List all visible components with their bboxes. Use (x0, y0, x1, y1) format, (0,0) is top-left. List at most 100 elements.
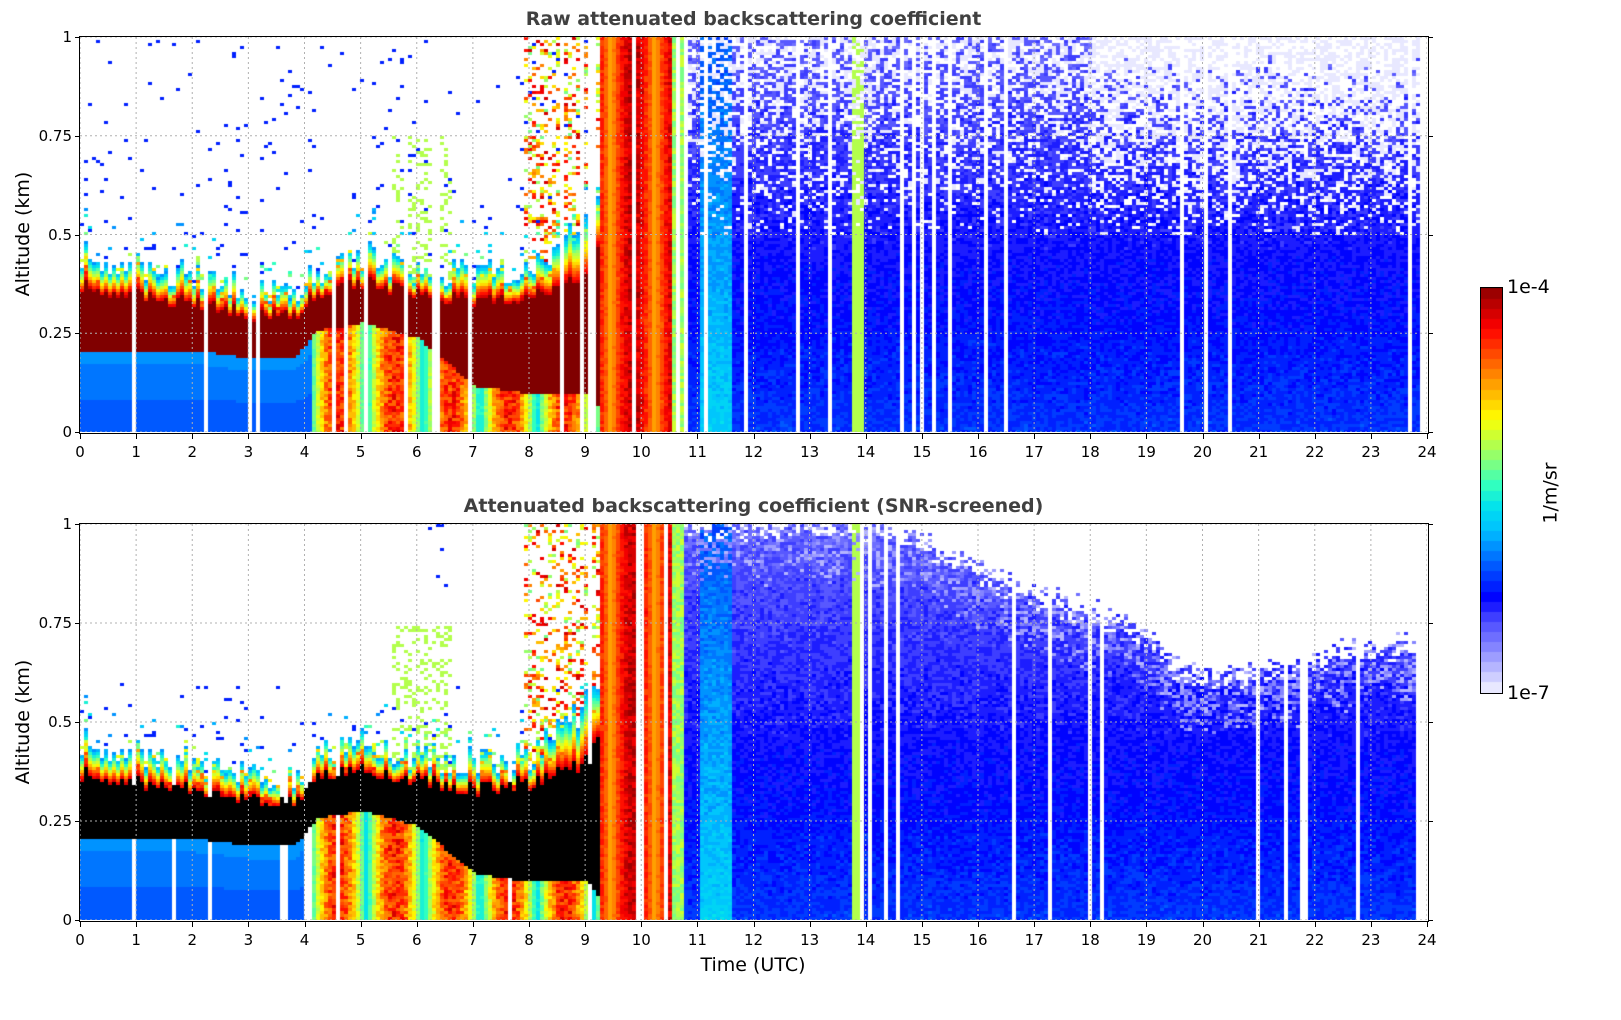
x-tick-mark (809, 434, 811, 439)
x-tick-mark (1258, 922, 1260, 927)
x-tick-label: 3 (243, 443, 254, 461)
y-tick-mark (75, 920, 80, 921)
x-tick-mark (865, 922, 867, 927)
x-tick-mark (641, 434, 643, 439)
x-tick-label: 16 (968, 931, 988, 949)
x-tick-mark (304, 922, 306, 927)
x-tick-label: 5 (355, 931, 366, 949)
x-tick-mark (529, 434, 530, 439)
x-tick-mark (1258, 434, 1260, 439)
x-tick-label: 17 (1024, 931, 1044, 949)
x-tick-mark (1090, 922, 1092, 927)
x-tick-mark (1146, 922, 1148, 927)
x-tick-label: 9 (580, 931, 590, 949)
x-tick-mark (585, 434, 587, 439)
y-tick-label: 0.25 (38, 812, 72, 830)
x-tick-mark (1370, 434, 1372, 439)
y-tick-mark (75, 821, 80, 822)
x-tick-mark (248, 922, 250, 927)
x-tick-label: 3 (243, 931, 254, 949)
colorbar-max-label: 1e-4 (1507, 276, 1550, 298)
y-tick-label: 0 (62, 911, 72, 929)
x-tick-label: 6 (411, 931, 422, 949)
x-tick-mark (1370, 922, 1372, 927)
x-tick-label: 14 (856, 931, 876, 949)
x-tick-label: 20 (1192, 931, 1213, 949)
x-tick-label: 15 (912, 443, 932, 461)
x-tick-mark (472, 434, 474, 439)
colorbar (1480, 287, 1503, 694)
y-tick-mark-right (1428, 333, 1433, 335)
x-tick-label: 15 (912, 931, 932, 949)
y-tick-mark (75, 135, 80, 137)
y-tick-label: 0.75 (38, 614, 72, 632)
x-tick-mark (1427, 922, 1428, 927)
x-tick-label: 11 (687, 443, 707, 461)
x-tick-mark (1034, 434, 1036, 439)
x-tick-label: 1 (131, 931, 141, 949)
x-tick-label: 13 (800, 443, 820, 461)
x-tick-mark (529, 922, 530, 927)
x-tick-mark (865, 434, 867, 439)
x-tick-label: 4 (299, 443, 310, 461)
y-tick-label: 0.25 (38, 324, 72, 343)
x-tick-label: 7 (468, 443, 478, 461)
x-tick-label: 18 (1080, 931, 1100, 949)
x-tick-mark (753, 434, 755, 439)
x-tick-mark (136, 922, 138, 927)
x-tick-label: 17 (1024, 443, 1044, 461)
y-tick-label: 1 (62, 515, 72, 533)
x-tick-mark (80, 434, 81, 439)
x-tick-label: 0 (75, 931, 85, 949)
x-tick-label: 13 (800, 931, 820, 949)
x-tick-mark (1202, 434, 1204, 439)
y-tick-mark (75, 623, 80, 624)
bottom-heatmap-canvas (80, 524, 1427, 920)
x-tick-mark (921, 922, 923, 927)
x-tick-label: 19 (1136, 931, 1156, 949)
y-tick-label: 0.5 (48, 225, 72, 244)
x-tick-label: 8 (524, 443, 534, 461)
x-tick-mark (1034, 922, 1036, 927)
y-tick-mark-right (1428, 234, 1433, 236)
x-tick-label: 20 (1192, 443, 1213, 461)
y-tick-label: 0.5 (48, 713, 72, 731)
x-tick-label: 14 (856, 443, 876, 461)
y-tick-mark-right (1428, 135, 1433, 137)
x-tick-mark (921, 434, 923, 439)
x-tick-label: 24 (1417, 931, 1437, 949)
bottom-panel-title: Attenuated backscattering coefficient (S… (463, 495, 1044, 517)
x-tick-mark (753, 922, 755, 927)
x-tick-mark (978, 434, 979, 439)
y-tick-mark (75, 432, 80, 433)
x-tick-mark (416, 922, 418, 927)
x-tick-mark (192, 434, 194, 439)
x-tick-label: 21 (1249, 931, 1269, 949)
y-tick-mark-right (1428, 821, 1433, 822)
x-tick-mark (248, 434, 250, 439)
y-tick-mark-right (1428, 722, 1433, 723)
x-tick-mark (304, 434, 306, 439)
x-tick-label: 22 (1305, 931, 1325, 949)
y-tick-mark-right (1428, 920, 1433, 921)
x-tick-mark (978, 922, 979, 927)
x-tick-mark (360, 922, 362, 927)
x-tick-mark (697, 922, 699, 927)
colorbar-min-label: 1e-7 (1507, 682, 1550, 704)
x-tick-mark (192, 922, 194, 927)
x-tick-label: 1 (131, 443, 141, 461)
x-tick-label: 0 (75, 443, 85, 461)
x-tick-mark (697, 434, 699, 439)
x-tick-mark (136, 434, 138, 439)
colorbar-unit-label: 1/m/sr (1539, 462, 1562, 524)
x-tick-mark (360, 434, 362, 439)
y-tick-mark (75, 524, 80, 525)
x-tick-mark (472, 922, 474, 927)
x-tick-label: 23 (1361, 931, 1381, 949)
x-tick-mark (809, 922, 811, 927)
top-heatmap-canvas (80, 37, 1427, 432)
x-tick-mark (80, 922, 81, 927)
x-tick-label: 6 (411, 443, 422, 461)
x-tick-label: 4 (299, 931, 310, 949)
x-tick-label: 21 (1249, 443, 1269, 461)
